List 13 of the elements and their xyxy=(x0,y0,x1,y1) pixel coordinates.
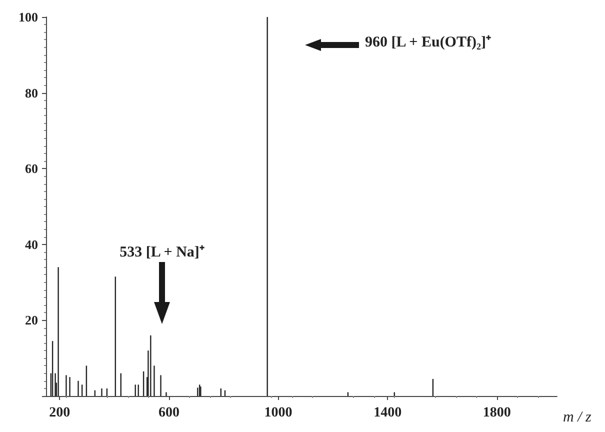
x-tick-label: 1800 xyxy=(482,406,511,420)
annotation: 533 [L + Na]⁺ xyxy=(120,244,204,260)
x-tick-label: 1400 xyxy=(374,406,402,420)
y-tick-label: 20 xyxy=(25,312,38,328)
y-tick-label: 60 xyxy=(25,161,38,176)
x-axis-title: m / z xyxy=(563,410,592,426)
annotation: 960 [L + Eu(OTf)₂]⁺ xyxy=(365,34,491,50)
x-tick-label: 600 xyxy=(158,406,180,420)
y-tick-label: 100 xyxy=(18,10,38,24)
x-tick-label: 1000 xyxy=(264,406,292,420)
y-tick-label: 80 xyxy=(25,85,38,100)
y-tick-label: 40 xyxy=(25,236,38,252)
x-tick-label: 200 xyxy=(49,406,70,420)
